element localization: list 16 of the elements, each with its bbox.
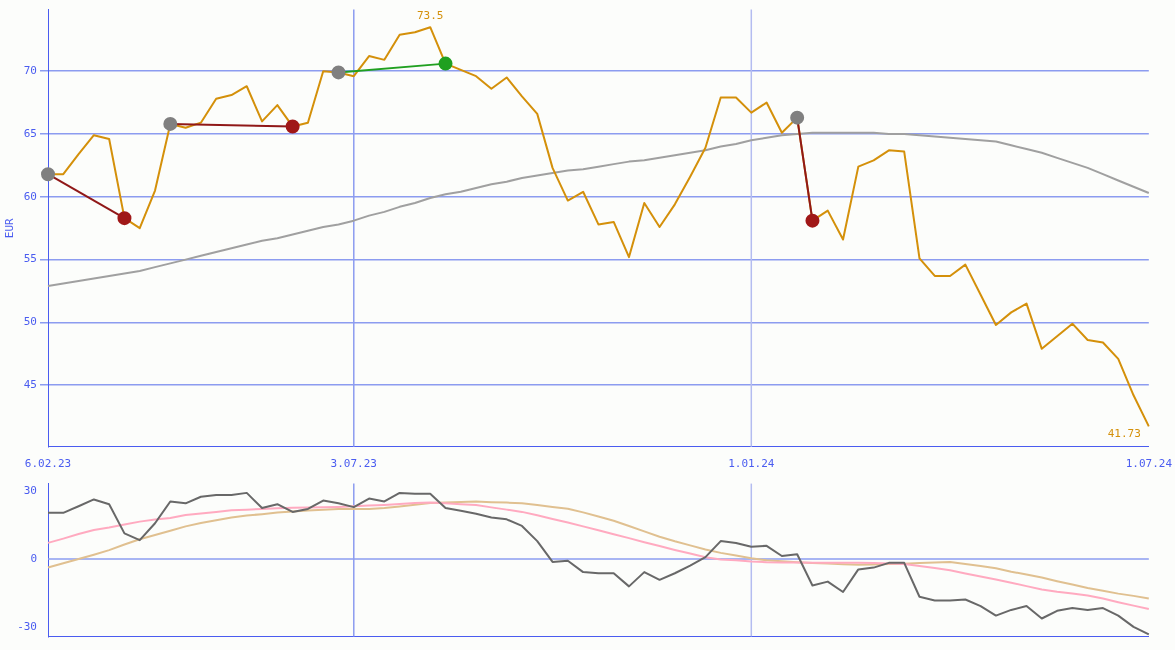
x-tick-label: 1.01.24 [728, 457, 775, 471]
y-tick-label: 55 [23, 252, 37, 266]
y-tick-label: 0 [30, 551, 37, 565]
x-tick-label: 3.07.23 [330, 457, 377, 471]
data-label: 73.5 [416, 8, 444, 22]
data-label: 41.73 [1107, 426, 1141, 440]
y-tick-label: -30 [17, 619, 37, 633]
x-tick-label: 6.02.23 [24, 457, 72, 471]
x-tick-label: 1.07.24 [1125, 457, 1173, 471]
y-axis-title: EUR [3, 217, 17, 239]
y-tick-label: 65 [23, 126, 37, 140]
y-tick-label: 45 [23, 378, 37, 392]
y-tick-label: 30 [23, 483, 37, 497]
y-tick-label: 70 [23, 64, 37, 78]
y-tick-label: 60 [23, 189, 37, 203]
y-tick-label: 50 [23, 315, 37, 329]
